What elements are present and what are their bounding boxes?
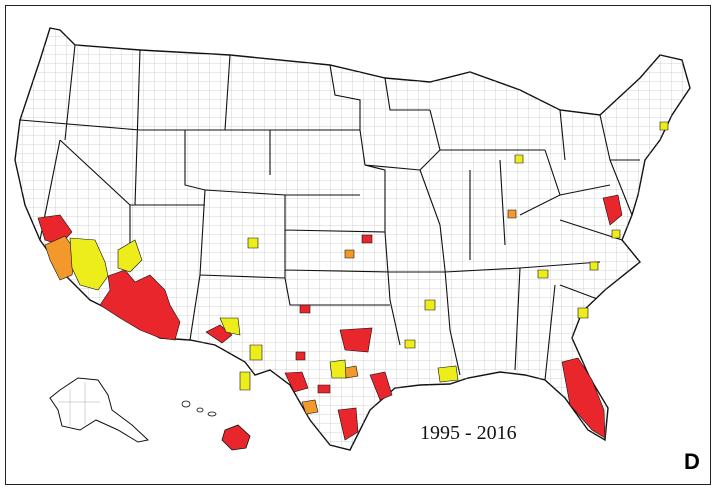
panel-letter: D bbox=[684, 449, 700, 474]
counties-medium bbox=[44, 209, 517, 415]
counties-high bbox=[37, 194, 623, 441]
period-label: 1995 - 2016 bbox=[420, 422, 517, 444]
counties-low bbox=[69, 121, 669, 391]
state-boundaries bbox=[19, 44, 640, 381]
alaska-icon bbox=[49, 377, 150, 443]
hawaii-icon bbox=[181, 400, 251, 451]
